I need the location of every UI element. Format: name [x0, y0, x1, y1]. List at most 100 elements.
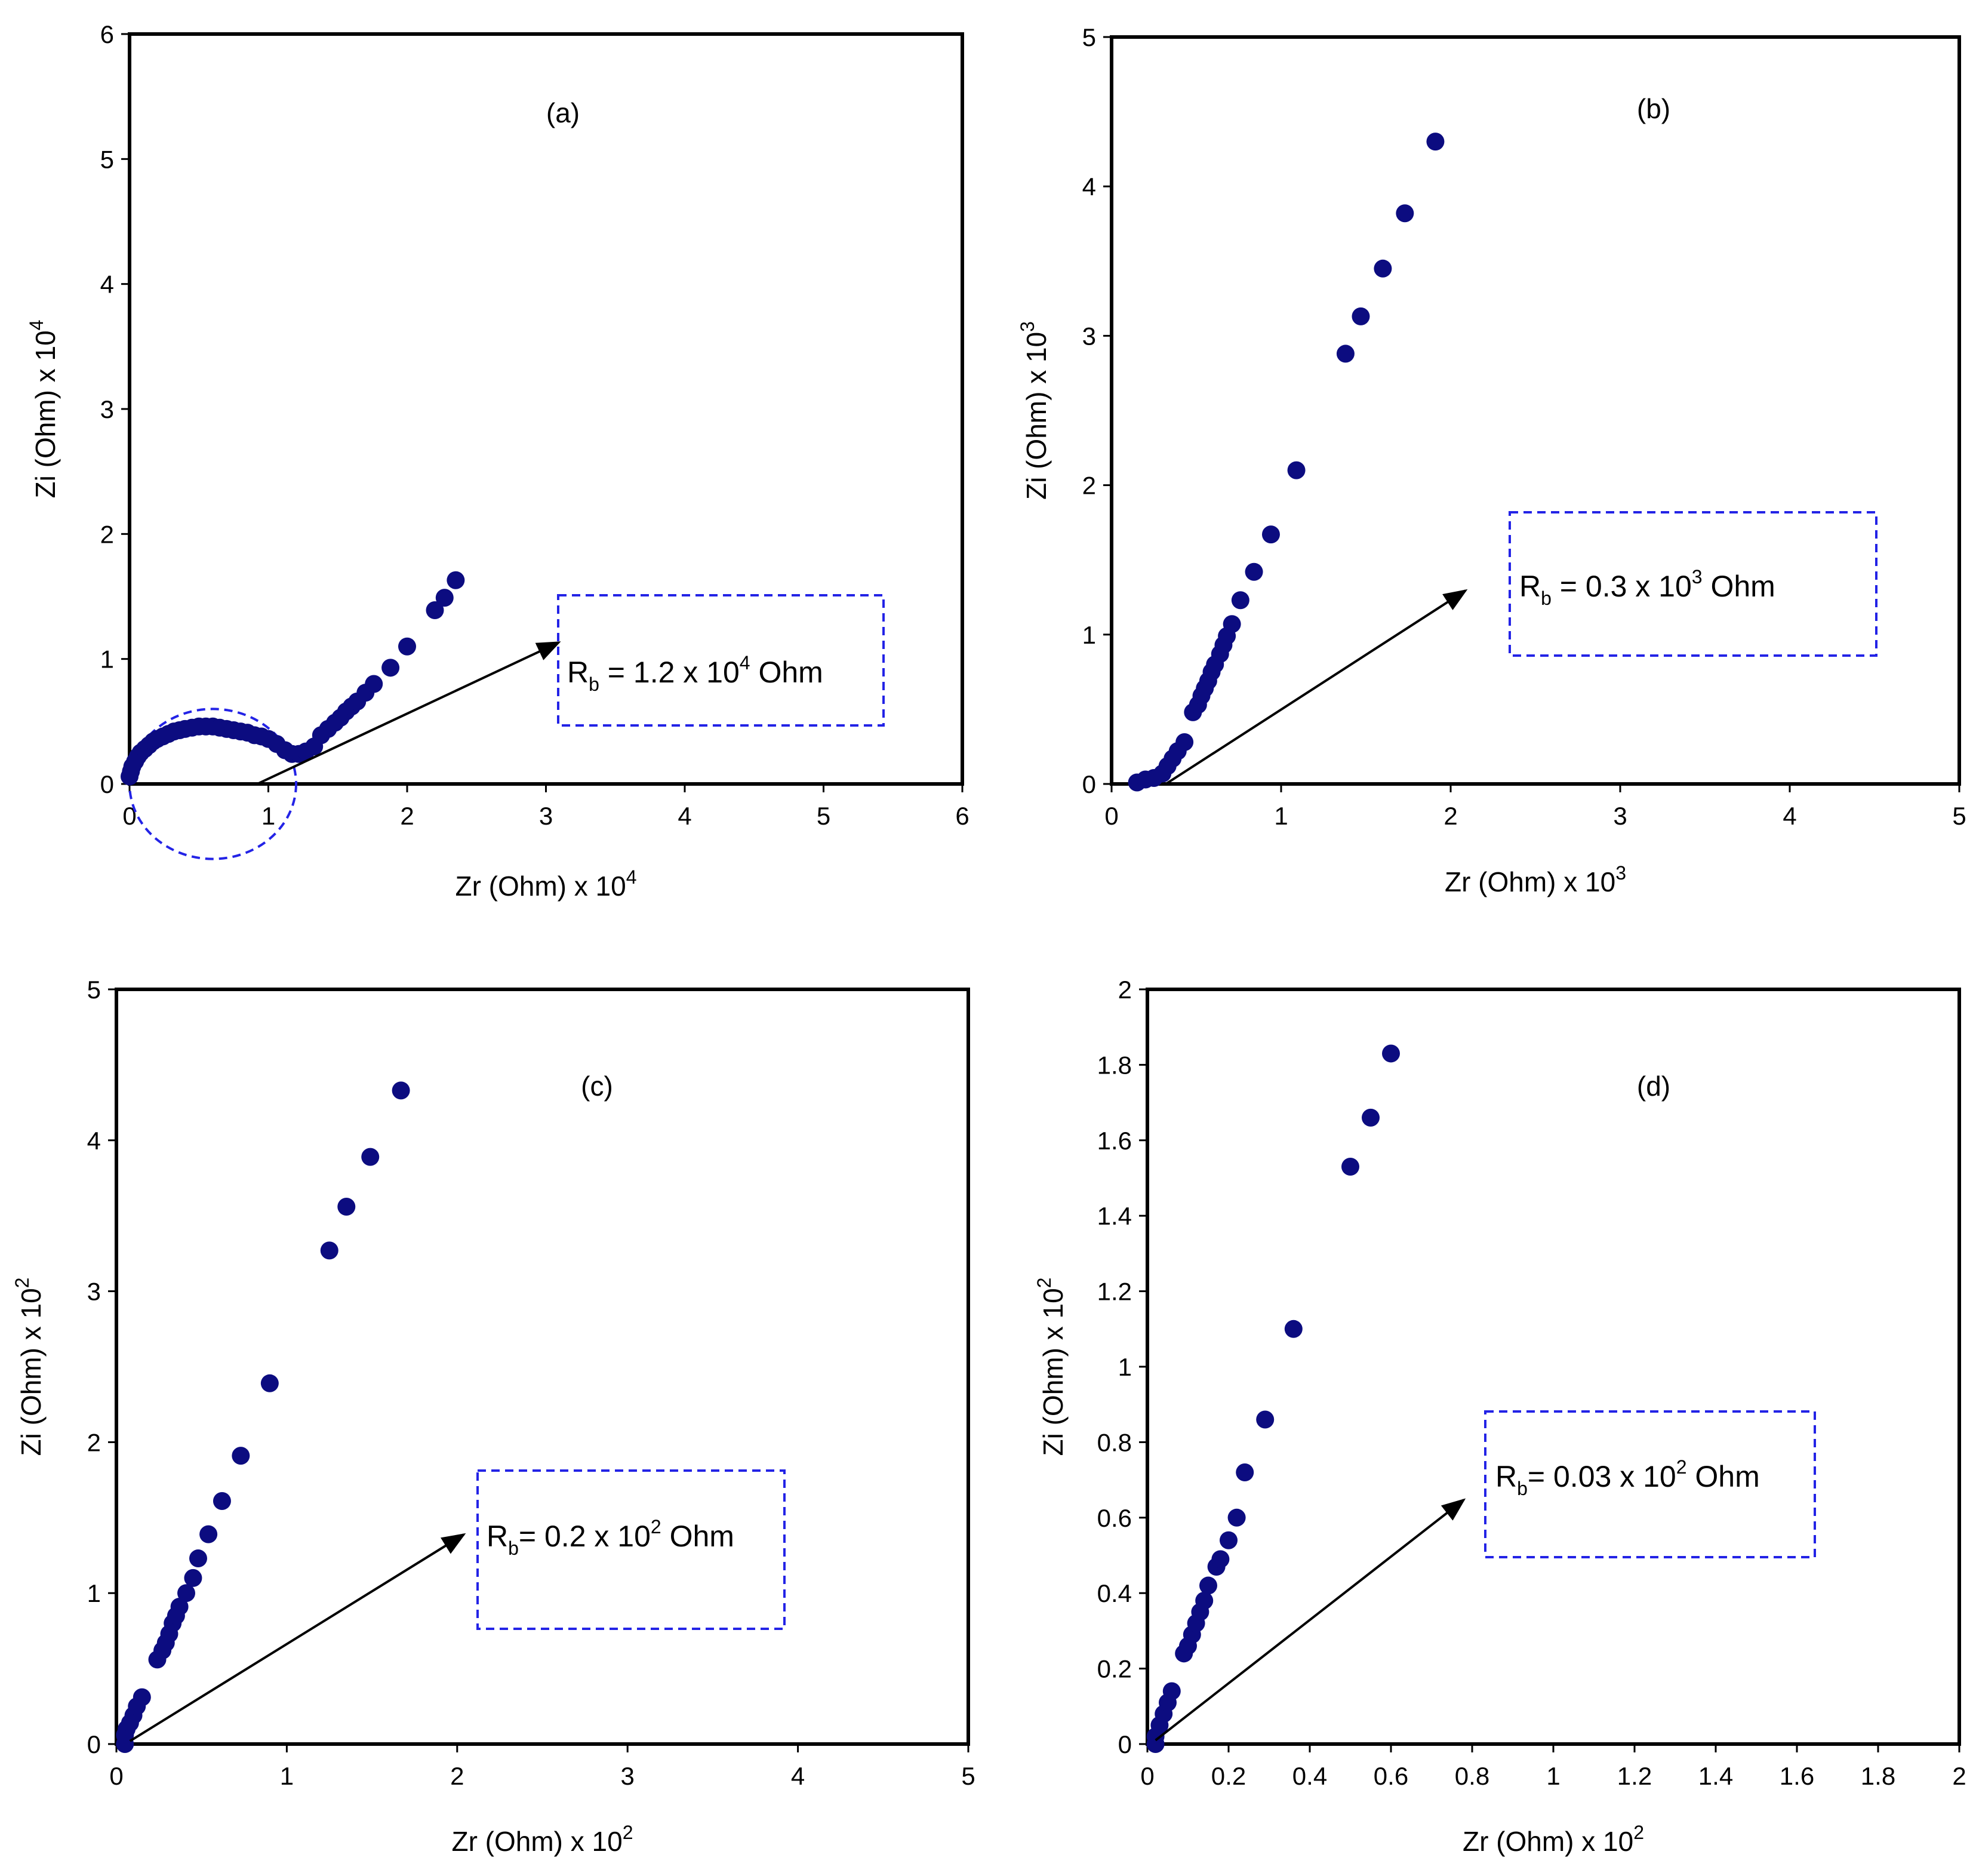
data-point — [365, 675, 383, 693]
data-point — [320, 1241, 338, 1260]
y-axis-title: Zi (Ohm) x 104 — [26, 320, 61, 499]
y-tick-label: 0.4 — [1097, 1579, 1132, 1607]
panel-c: 0 1 2 3 4 5 0 1 2 3 4 5 Zr (Ohm) x 102 Zi (Ohm) x 102… — [11, 976, 975, 1857]
x-tick-label: 1.8 — [1861, 1762, 1895, 1790]
y-tick-label: 1 — [1082, 621, 1096, 649]
data-point — [1382, 1044, 1400, 1063]
y-tick-label: 0.6 — [1097, 1504, 1132, 1532]
data-point — [1396, 204, 1414, 223]
y-tick-label: 4 — [100, 270, 114, 299]
data-point — [133, 1688, 151, 1706]
data-point — [189, 1549, 207, 1568]
data-point — [1195, 1591, 1214, 1610]
data-point — [381, 659, 400, 677]
data-point — [1341, 1158, 1359, 1176]
y-tick-label: 5 — [100, 145, 114, 173]
x-tick-label: 0 — [1140, 1762, 1154, 1790]
rb-arrow — [257, 641, 561, 785]
data-point — [1284, 1320, 1303, 1338]
x-tick-label: 5 — [961, 1762, 975, 1790]
data-point — [1261, 525, 1280, 544]
rb-annotation-text: Rb = 0.3 x 103 Ohm — [1519, 566, 1775, 609]
data-point — [1223, 615, 1241, 633]
rb-arrow — [1155, 1498, 1466, 1742]
data-point — [1256, 1410, 1275, 1429]
rb-annotation-text: Rb= 0.2 x 102 Ohm — [487, 1516, 734, 1559]
data-point — [447, 571, 465, 589]
rb-annotation-box — [557, 594, 885, 727]
panel-b: 0 1 2 3 4 5 0 1 2 3 4 5 Zr (Ohm) x 103 Zi (Ohm) x 103… — [1017, 23, 1966, 897]
panel-label: (b) — [1637, 93, 1670, 124]
y-tick-label: 1 — [87, 1579, 101, 1607]
y-tick-label: 5 — [1082, 23, 1096, 51]
rb-annotation-box — [1484, 1410, 1816, 1558]
data-point — [1220, 1531, 1238, 1549]
rb-annotation-text: Rb= 0.03 x 102 Ohm — [1495, 1456, 1760, 1499]
data-point — [1336, 345, 1355, 363]
y-tick-label: 2 — [1118, 976, 1132, 1004]
data-point — [337, 1198, 356, 1216]
x-tick-label: 1 — [261, 802, 275, 830]
y-tick-label: 1.8 — [1097, 1051, 1132, 1079]
y-tick-label: 0.8 — [1097, 1428, 1132, 1456]
x-tick-label: 1.2 — [1617, 1762, 1652, 1790]
rb-annotation-box — [1509, 511, 1877, 657]
x-tick-label: 3 — [621, 1762, 635, 1790]
x-tick-label: 1.6 — [1780, 1762, 1814, 1790]
data-point — [1236, 1463, 1254, 1481]
y-tick-label: 0 — [1082, 770, 1096, 798]
data-point — [260, 1374, 279, 1392]
x-tick-label: 2 — [1443, 802, 1457, 830]
panel-d: 0 0.2 0.4 0.6 0.8 1 1.2 1.4 1.6 1.8 2 0 0.2 0.4 0.6 0.8… — [1033, 976, 1966, 1857]
y-tick-label: 0 — [1118, 1730, 1132, 1758]
data-point — [232, 1447, 250, 1465]
x-tick-label: 1 — [1274, 802, 1288, 830]
x-tick-label: 1.4 — [1698, 1762, 1733, 1790]
y-tick-label: 4 — [1082, 173, 1096, 201]
data-series — [1146, 1044, 1400, 1753]
x-axis-title: Zr (Ohm) x 103 — [1445, 862, 1626, 897]
x-tick-label: 0 — [109, 1762, 123, 1790]
x-tick-label: 4 — [1783, 802, 1796, 830]
x-tick-label: 3 — [1613, 802, 1627, 830]
x-tick-label: 5 — [817, 802, 830, 830]
data-point — [213, 1491, 231, 1510]
x-tick-label: 0 — [1104, 802, 1118, 830]
x-axis-title: Zr (Ohm) x 102 — [1463, 1822, 1644, 1857]
plot-frame — [1110, 35, 1961, 786]
data-point — [398, 637, 416, 656]
y-tick-label: 5 — [87, 976, 101, 1004]
x-tick-label: 0.8 — [1455, 1762, 1489, 1790]
y-tick-label: 6 — [100, 20, 114, 48]
y-axis-title: Zi (Ohm) x 102 — [11, 1278, 47, 1456]
panel-label: (d) — [1637, 1071, 1670, 1102]
x-tick-label: 0.4 — [1292, 1762, 1327, 1790]
x-tick-label: 1 — [280, 1762, 294, 1790]
data-point — [1211, 1550, 1230, 1569]
x-tick-label: 3 — [539, 802, 553, 830]
data-series — [121, 571, 465, 786]
x-tick-label: 2 — [1952, 1762, 1966, 1790]
data-point — [1374, 259, 1392, 278]
data-point — [1352, 307, 1370, 325]
y-tick-label: 0.2 — [1097, 1655, 1132, 1683]
y-tick-label: 1 — [100, 645, 114, 673]
y-tick-label: 3 — [1082, 322, 1096, 350]
data-point — [435, 589, 454, 607]
y-axis-title: Zi (Ohm) x 102 — [1033, 1278, 1069, 1456]
data-point — [392, 1081, 410, 1100]
data-point — [1231, 591, 1249, 610]
y-tick-label: 3 — [100, 395, 114, 423]
data-point — [426, 601, 444, 620]
plot-frame — [1146, 988, 1961, 1746]
data-point — [1175, 733, 1194, 751]
data-point — [1162, 1682, 1181, 1700]
y-tick-label: 2 — [87, 1428, 101, 1456]
data-point — [1287, 461, 1306, 479]
data-point — [1362, 1108, 1380, 1127]
plot-frame — [128, 32, 964, 786]
data-point — [361, 1148, 380, 1166]
data-series — [1128, 133, 1445, 792]
